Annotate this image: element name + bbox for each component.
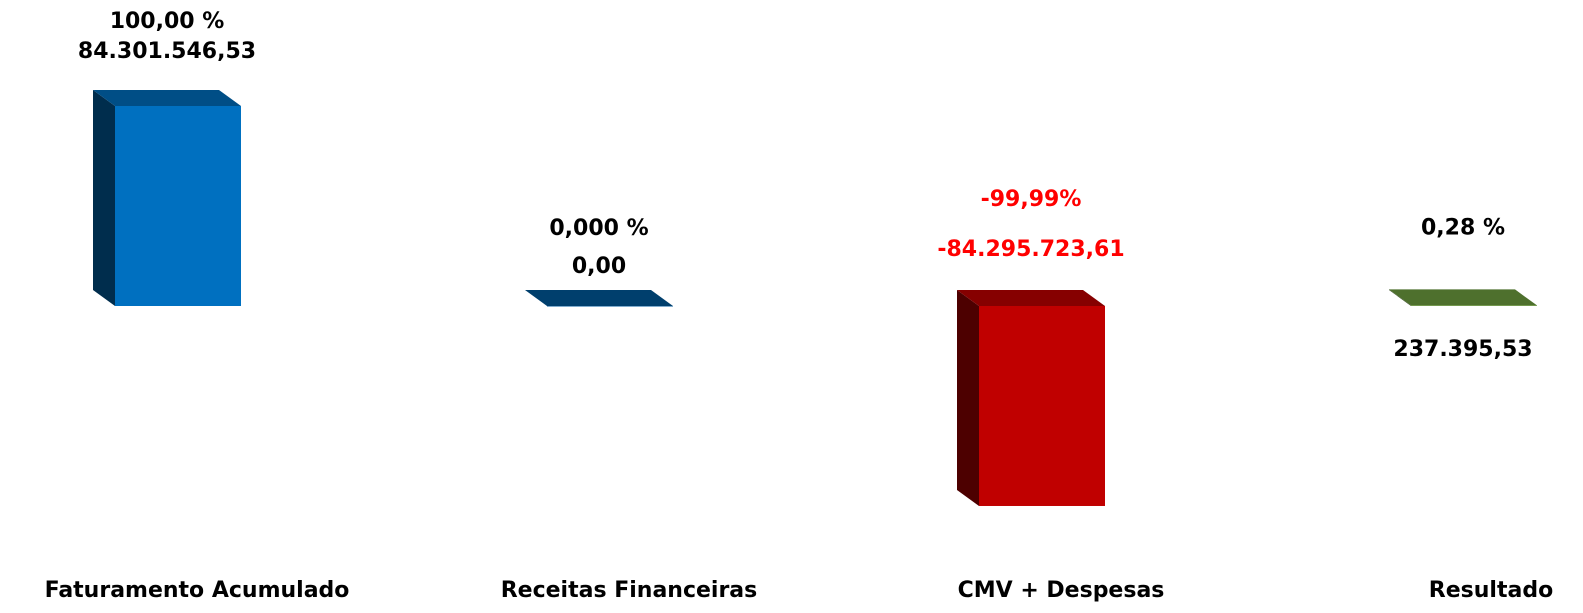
value-label: 0,00 (572, 254, 626, 279)
value-label: 84.301.546,53 (78, 39, 256, 64)
percentage-label: -99,99% (981, 187, 1082, 212)
bar (957, 290, 1105, 506)
bar-front (115, 106, 241, 306)
value-label: -84.295.723,61 (937, 237, 1124, 262)
bar-top (93, 90, 241, 106)
percentage-label: 0,28 % (1421, 215, 1505, 240)
x-tick-label: CMV + Despesas (958, 578, 1165, 603)
x-tick-label: Resultado (1429, 578, 1553, 603)
bar-side (93, 90, 115, 306)
bar (93, 90, 241, 306)
value-label: 237.395,53 (1393, 337, 1532, 362)
x-tick-label: Faturamento Acumulado (45, 578, 350, 603)
bar-side (1389, 289, 1411, 306)
bar (525, 290, 673, 307)
bar-front (1411, 305, 1537, 306)
bar-side (957, 290, 979, 506)
bar-top (525, 290, 673, 306)
bar-front (547, 306, 673, 307)
x-tick-label: Receitas Financeiras (501, 578, 758, 603)
percentage-label: 100,00 % (110, 9, 225, 34)
bar-top (957, 290, 1105, 306)
bar-top (1389, 289, 1537, 306)
bar (1389, 289, 1537, 306)
bar-front (979, 306, 1105, 506)
percentage-label: 0,000 % (549, 216, 648, 241)
